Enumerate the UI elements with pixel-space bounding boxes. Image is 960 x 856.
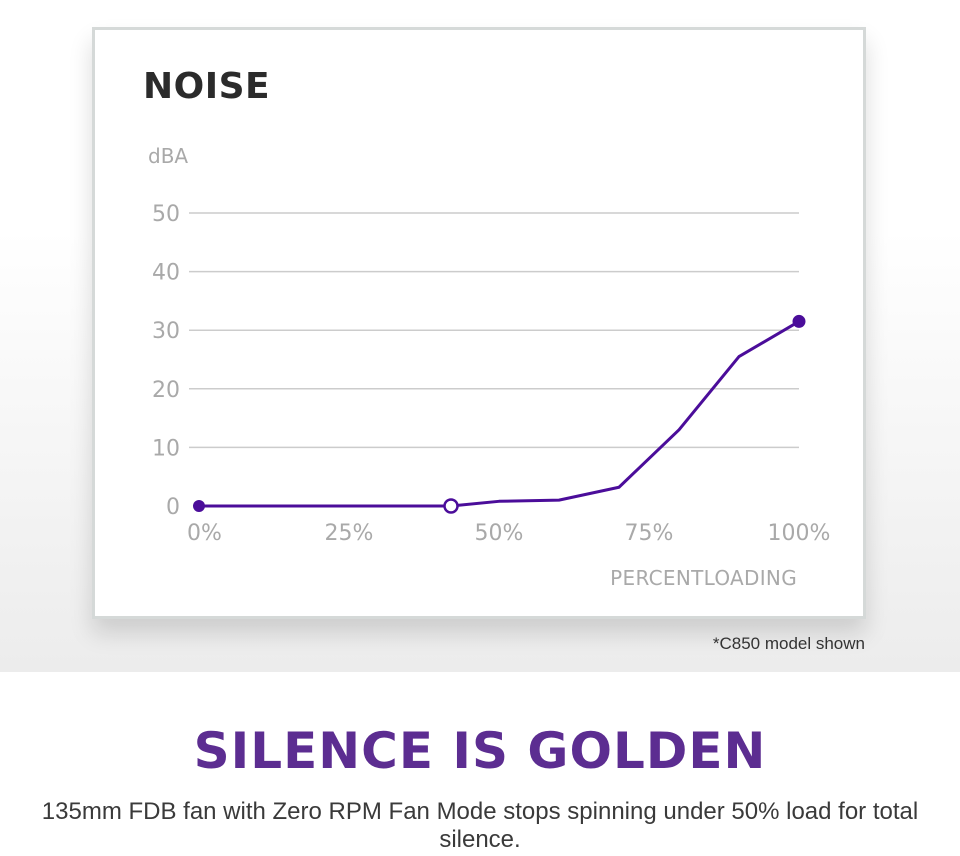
y-tick-label: 50: [152, 202, 180, 227]
x-axis-label: PERCENTLOADING: [610, 566, 797, 590]
noise-chart: 0 10 20 30 40 50 0% 25% 50% 75% 100%: [152, 202, 831, 546]
footnote: *C850 model shown: [712, 634, 865, 653]
data-point-start: [193, 500, 205, 512]
x-tick-label: 75%: [625, 521, 674, 546]
noise-series-line: [197, 319, 801, 508]
y-tick-label: 10: [152, 436, 180, 461]
y-tick-label: 0: [166, 495, 180, 520]
x-tick-label: 0%: [187, 521, 222, 546]
data-point-threshold: [443, 498, 459, 514]
y-tick-label: 40: [152, 261, 180, 286]
headline: SILENCE IS GOLDEN: [193, 722, 767, 780]
x-tick-label: 25%: [325, 521, 374, 546]
chart-title: NOISE: [143, 66, 271, 107]
y-axis-unit-label: dBA: [148, 144, 189, 168]
y-tick-label: 20: [152, 378, 180, 403]
description: 135mm FDB fan with Zero RPM Fan Mode sto…: [41, 798, 919, 853]
y-tick-label: 30: [152, 319, 180, 344]
data-point-end: [792, 314, 806, 328]
chart-card: NOISE dBA 0 10 20 30 40 50 0% 25% 50% 75% 100% PER…: [92, 27, 866, 619]
x-tick-label: 50%: [475, 521, 524, 546]
x-tick-label: 100%: [768, 521, 831, 546]
